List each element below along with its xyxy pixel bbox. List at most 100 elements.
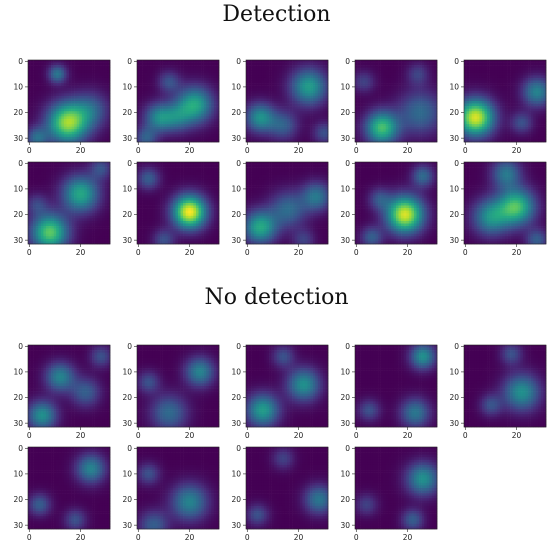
heatmap-cell: [137, 124, 140, 127]
heatmap-cell: [528, 106, 531, 109]
heatmap-cell: [312, 101, 316, 104]
heatmap-cell: [193, 124, 197, 127]
heatmap-cell: [76, 67, 80, 71]
heatmap-cell: [292, 88, 295, 92]
heatmap-cell: [362, 88, 366, 92]
heatmap-cell: [476, 95, 480, 99]
heatmap-cell: [261, 67, 265, 71]
heatmap-cell: [251, 85, 254, 89]
heatmap-cell: [139, 62, 143, 66]
heatmap-cell: [310, 65, 313, 68]
heatmap-cell: [201, 98, 204, 102]
heatmap-cell: [71, 106, 75, 109]
heatmap-cell: [320, 124, 324, 127]
heatmap-cell: [246, 65, 249, 68]
heatmap-cell: [322, 67, 326, 71]
heatmap-cell: [201, 131, 204, 135]
heatmap-cell: [302, 136, 306, 140]
heatmap-cell: [89, 126, 93, 130]
heatmap-cell: [317, 126, 321, 130]
heatmap-cell: [421, 90, 425, 94]
heatmap-cell: [406, 118, 410, 122]
heatmap-cell: [86, 67, 90, 71]
heatmap-cell: [401, 72, 404, 76]
heatmap-cell: [188, 108, 192, 112]
heatmap-cell: [248, 65, 252, 68]
heatmap-cell: [317, 118, 321, 122]
heatmap-cell: [81, 83, 85, 86]
heatmap-cell: [160, 134, 163, 138]
heatmap-cell: [178, 101, 181, 104]
heatmap-cell: [86, 106, 90, 109]
heatmap-cell: [421, 108, 425, 112]
heatmap-cell: [144, 124, 148, 127]
heatmap-cell: [489, 121, 493, 125]
heatmap-cell: [297, 106, 301, 109]
heatmap-cell: [152, 101, 156, 104]
heatmap-cell: [517, 116, 521, 120]
heatmap-cell: [216, 72, 220, 76]
heatmap-cell: [517, 121, 521, 125]
heatmap-cell: [40, 106, 44, 109]
heatmap-cell: [484, 98, 488, 102]
heatmap-cell: [149, 136, 153, 140]
heatmap-cell: [502, 103, 506, 107]
heatmap-cell: [355, 70, 358, 74]
heatmap-cell: [30, 72, 34, 76]
heatmap-cell: [149, 139, 153, 143]
heatmap-cell: [434, 136, 438, 140]
heatmap-cell: [137, 126, 140, 130]
heatmap-cell: [464, 118, 467, 122]
heatmap-cell: [281, 77, 285, 81]
heatmap-cell: [355, 136, 358, 140]
heatmap-cell: [403, 106, 407, 109]
heatmap-cell: [292, 95, 295, 99]
heatmap-cell: [92, 134, 95, 138]
heatmap-cell: [299, 116, 303, 120]
heatmap-cell: [266, 83, 270, 86]
heatmap-cell: [167, 121, 171, 125]
heatmap-cell: [403, 131, 407, 135]
heatmap-cell: [63, 65, 67, 68]
heatmap-cell: [378, 116, 381, 120]
heatmap-cell: [304, 62, 308, 66]
heatmap-cell: [317, 136, 321, 140]
heatmap-cell: [505, 83, 508, 86]
heatmap-cell: [213, 116, 217, 120]
heatmap-cell: [469, 108, 472, 112]
heatmap-cell: [51, 72, 54, 76]
heatmap-cell: [497, 103, 501, 107]
heatmap-cell: [299, 95, 303, 99]
heatmap-cell: [76, 95, 80, 99]
heatmap-cell: [502, 106, 506, 109]
heatmap-cell: [253, 124, 257, 127]
heatmap-cell: [61, 124, 65, 127]
heatmap-cell: [297, 62, 301, 66]
heatmap-cell: [89, 131, 93, 135]
heatmap-cell: [466, 106, 470, 109]
heatmap-cell: [198, 113, 202, 117]
heatmap-cell: [289, 62, 293, 66]
heatmap-cell: [429, 129, 433, 133]
heatmap-cell: [92, 118, 95, 122]
heatmap-cell: [525, 121, 529, 125]
heatmap-cell: [142, 85, 145, 89]
heatmap-cell: [28, 134, 31, 138]
heatmap-cell: [406, 116, 410, 120]
heatmap-cell: [258, 77, 262, 81]
heatmap-cell: [165, 60, 169, 63]
heatmap-cell: [396, 126, 399, 130]
heatmap-cell: [261, 111, 265, 115]
heatmap-cell: [188, 67, 192, 71]
heatmap-cell: [102, 129, 106, 133]
heatmap-cell: [390, 108, 394, 112]
heatmap-cell: [190, 129, 194, 133]
heatmap-cell: [38, 62, 42, 66]
heatmap-cell: [464, 70, 467, 74]
heatmap-cell: [408, 85, 412, 89]
heatmap-cell: [510, 88, 513, 92]
heatmap-cell: [71, 62, 75, 66]
heatmap-cell: [256, 113, 260, 117]
heatmap-cell: [154, 90, 158, 94]
heatmap-cell: [525, 111, 529, 115]
